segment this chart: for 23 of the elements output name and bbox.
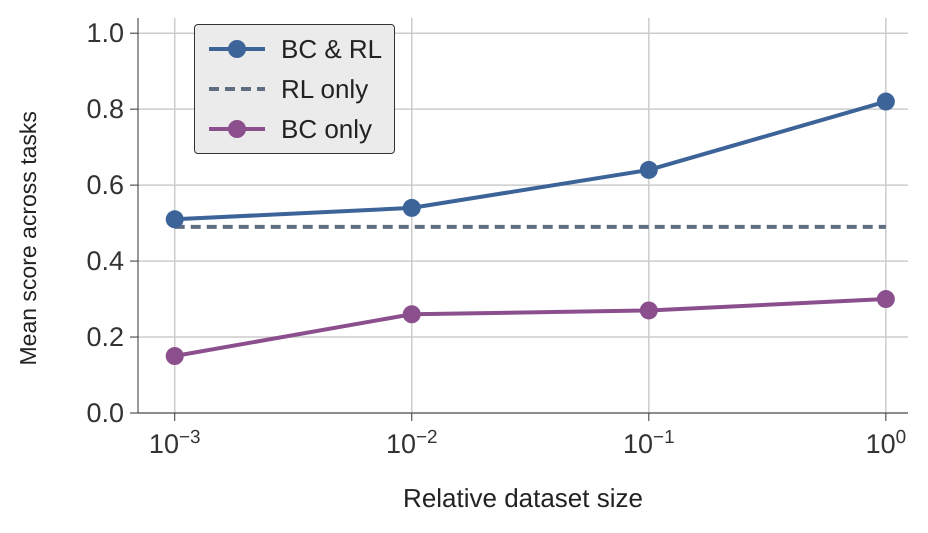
y-tick-label: 1.0 (86, 18, 124, 48)
y-tick-label: 0.4 (86, 246, 124, 276)
legend-label: BC only (281, 114, 372, 144)
point (166, 347, 184, 366)
y-tick-label: 0.0 (86, 398, 124, 428)
point (402, 198, 421, 217)
point (640, 160, 658, 179)
x-tick-label: 10$^{−1}$ (623, 426, 675, 459)
x-tick-label: 10$^{0}$ (866, 426, 906, 459)
point (876, 92, 895, 111)
point (640, 301, 658, 320)
point (402, 305, 421, 324)
x-axis-title: Relative dataset size (403, 483, 643, 513)
y-tick-label: 0.2 (86, 322, 124, 352)
legend-label: RL only (281, 74, 368, 104)
x-tick-label: 10$^{−2}$ (386, 426, 438, 459)
legend-label: BC & RL (281, 34, 382, 64)
point (166, 210, 184, 228)
y-tick-label: 0.6 (86, 170, 124, 200)
x-tick-label: 10$^{−3}$ (148, 426, 201, 459)
point (876, 290, 895, 308)
y-tick-label: 0.8 (86, 94, 124, 124)
y-axis-title: Mean score across tasks (15, 111, 42, 366)
